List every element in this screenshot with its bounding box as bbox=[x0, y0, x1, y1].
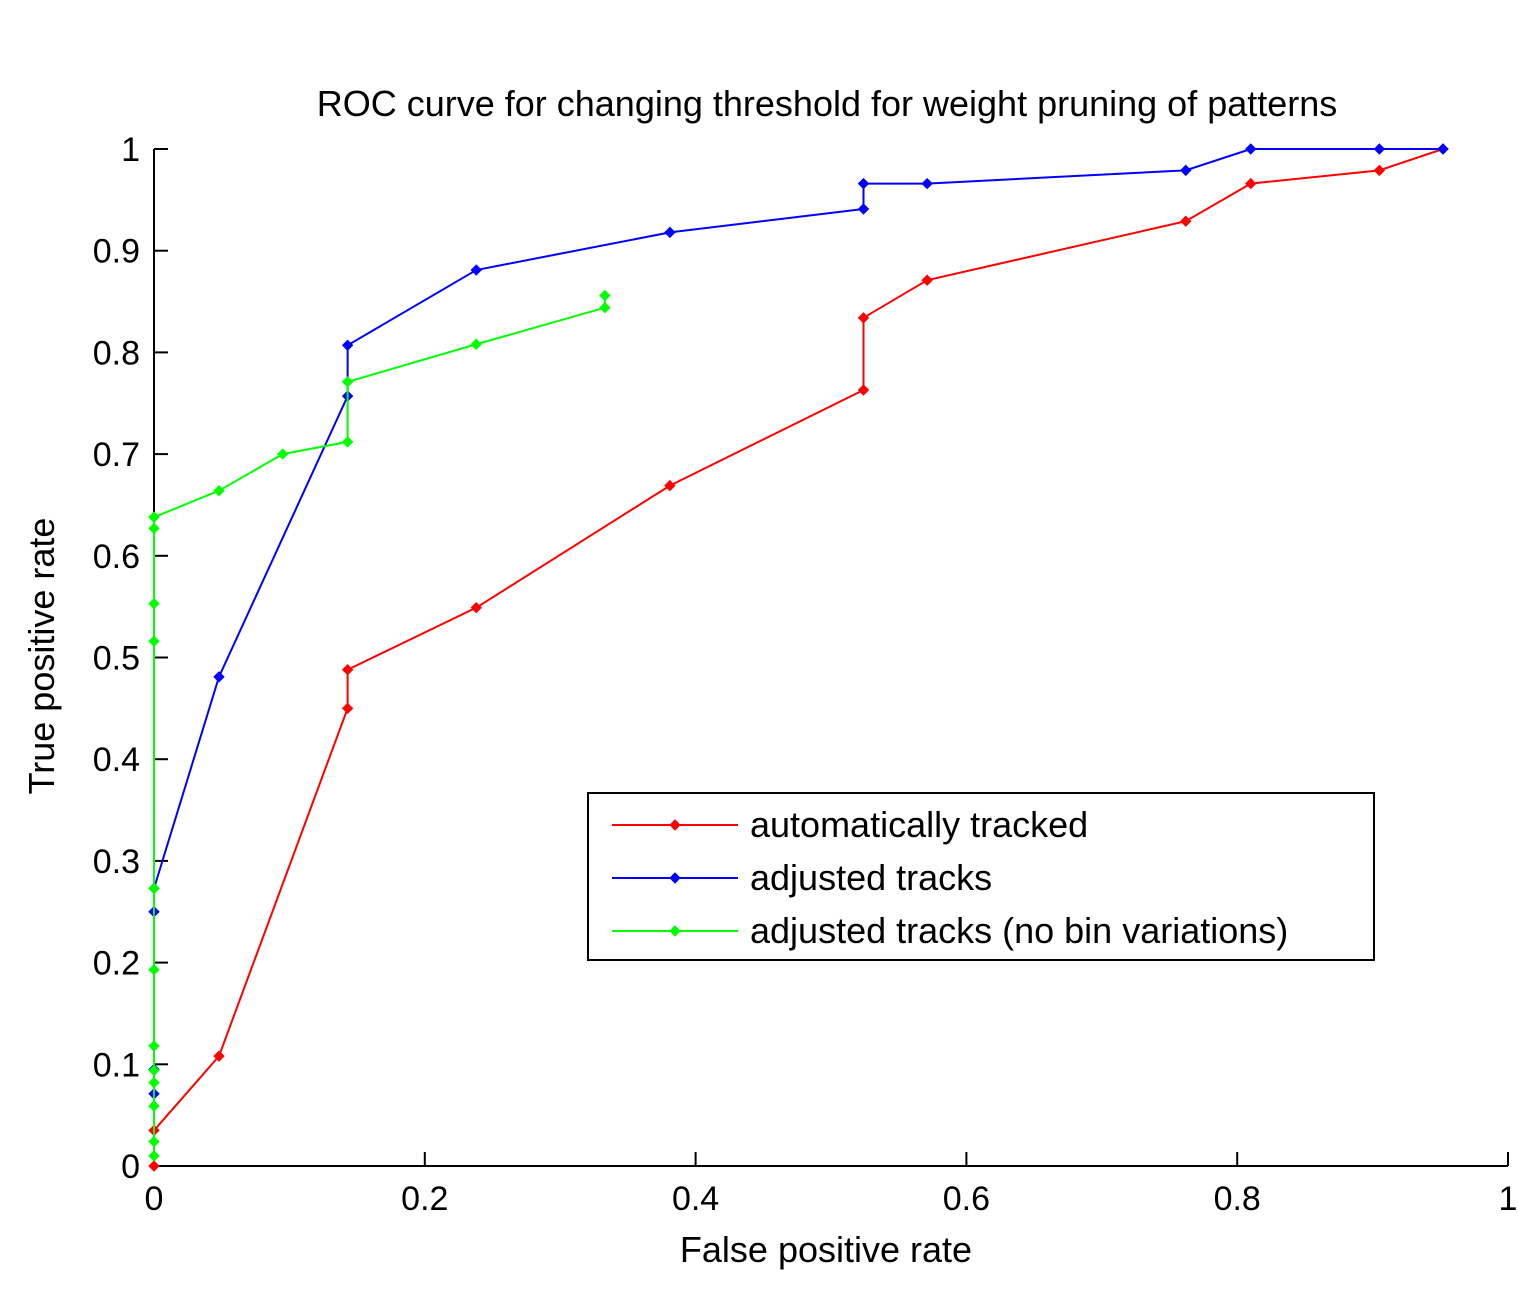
y-tick-label: 0.4 bbox=[93, 741, 140, 779]
y-tick-label: 0 bbox=[121, 1148, 140, 1186]
legend-swatch-marker bbox=[669, 872, 681, 884]
data-point bbox=[148, 597, 160, 610]
data-point bbox=[470, 601, 482, 614]
data-point bbox=[148, 964, 160, 976]
data-point bbox=[148, 1040, 160, 1052]
data-point bbox=[148, 1150, 160, 1162]
data-point bbox=[148, 882, 160, 895]
data-point bbox=[148, 635, 160, 647]
data-point bbox=[857, 312, 870, 324]
y-axis-label: True positive rate bbox=[21, 518, 62, 795]
y-tick-label: 0.6 bbox=[93, 538, 140, 576]
data-point bbox=[148, 1135, 160, 1148]
series-line bbox=[153, 295, 606, 1156]
data-point bbox=[341, 339, 354, 351]
data-point bbox=[213, 485, 225, 497]
legend-label: adjusted tracks bbox=[750, 857, 992, 898]
data-point bbox=[341, 376, 354, 388]
y-tick-label: 0.3 bbox=[93, 843, 140, 881]
x-tick-label: 0.4 bbox=[672, 1180, 719, 1218]
series-2 bbox=[148, 289, 611, 1162]
data-point bbox=[599, 289, 611, 302]
data-point bbox=[921, 274, 933, 286]
data-point bbox=[341, 663, 354, 676]
data-point bbox=[1373, 164, 1386, 177]
series-line bbox=[153, 148, 1444, 1166]
data-point bbox=[921, 177, 933, 190]
data-point bbox=[470, 264, 482, 276]
data-point bbox=[1373, 143, 1386, 155]
data-point bbox=[213, 671, 225, 683]
x-tick-label: 0 bbox=[145, 1180, 164, 1218]
series-lines bbox=[148, 143, 1449, 1172]
legend-swatch-marker bbox=[669, 819, 681, 831]
data-point bbox=[599, 301, 611, 314]
data-point bbox=[148, 1064, 160, 1077]
data-point bbox=[341, 436, 354, 448]
data-point bbox=[148, 522, 160, 535]
data-point bbox=[1245, 177, 1257, 190]
y-tick-label: 0.5 bbox=[93, 640, 140, 678]
data-point bbox=[1180, 215, 1192, 227]
x-axis-label: False positive rate bbox=[680, 1229, 972, 1270]
y-tick-label: 0.7 bbox=[93, 436, 140, 474]
x-tick-label: 1 bbox=[1499, 1180, 1518, 1218]
y-tick-label: 1 bbox=[121, 131, 140, 169]
y-tick-label: 0.2 bbox=[93, 945, 140, 983]
data-point bbox=[857, 384, 870, 396]
data-point bbox=[470, 338, 482, 350]
data-point bbox=[1180, 164, 1192, 177]
data-point bbox=[148, 1160, 160, 1172]
data-point bbox=[1245, 143, 1257, 155]
legend-box bbox=[587, 792, 1375, 961]
data-point bbox=[857, 203, 870, 215]
y-tick-label: 0.8 bbox=[93, 334, 140, 372]
data-point bbox=[148, 1076, 160, 1089]
legend-label: automatically tracked bbox=[750, 804, 1088, 845]
series-0 bbox=[148, 143, 1449, 1172]
x-tick-label: 0.2 bbox=[401, 1180, 448, 1218]
data-point bbox=[276, 448, 289, 460]
y-tick-label: 0.9 bbox=[93, 233, 140, 271]
data-point bbox=[664, 479, 676, 492]
data-point bbox=[148, 1100, 160, 1112]
legend: automatically tracked adjusted tracks adju… bbox=[587, 792, 1375, 961]
x-tick-label: 0.8 bbox=[1214, 1180, 1261, 1218]
data-point bbox=[148, 511, 160, 523]
data-point bbox=[1437, 143, 1449, 155]
x-tick-label: 0.6 bbox=[943, 1180, 990, 1218]
data-point bbox=[213, 1050, 225, 1062]
legend-swatch-marker bbox=[669, 925, 681, 937]
chart-title: ROC curve for changing threshold for wei… bbox=[317, 83, 1338, 124]
axes: 0 0.2 0.4 0.6 0.8 1 0 0.1 0.2 0.3 0.4 0.5 0.6 0.7 0.8 0… bbox=[93, 131, 1518, 1218]
legend-label: adjusted tracks (no bin variations) bbox=[750, 910, 1288, 951]
data-point bbox=[857, 177, 870, 190]
y-tick-label: 0.1 bbox=[93, 1046, 140, 1084]
data-point bbox=[341, 702, 354, 715]
data-point bbox=[664, 226, 676, 239]
